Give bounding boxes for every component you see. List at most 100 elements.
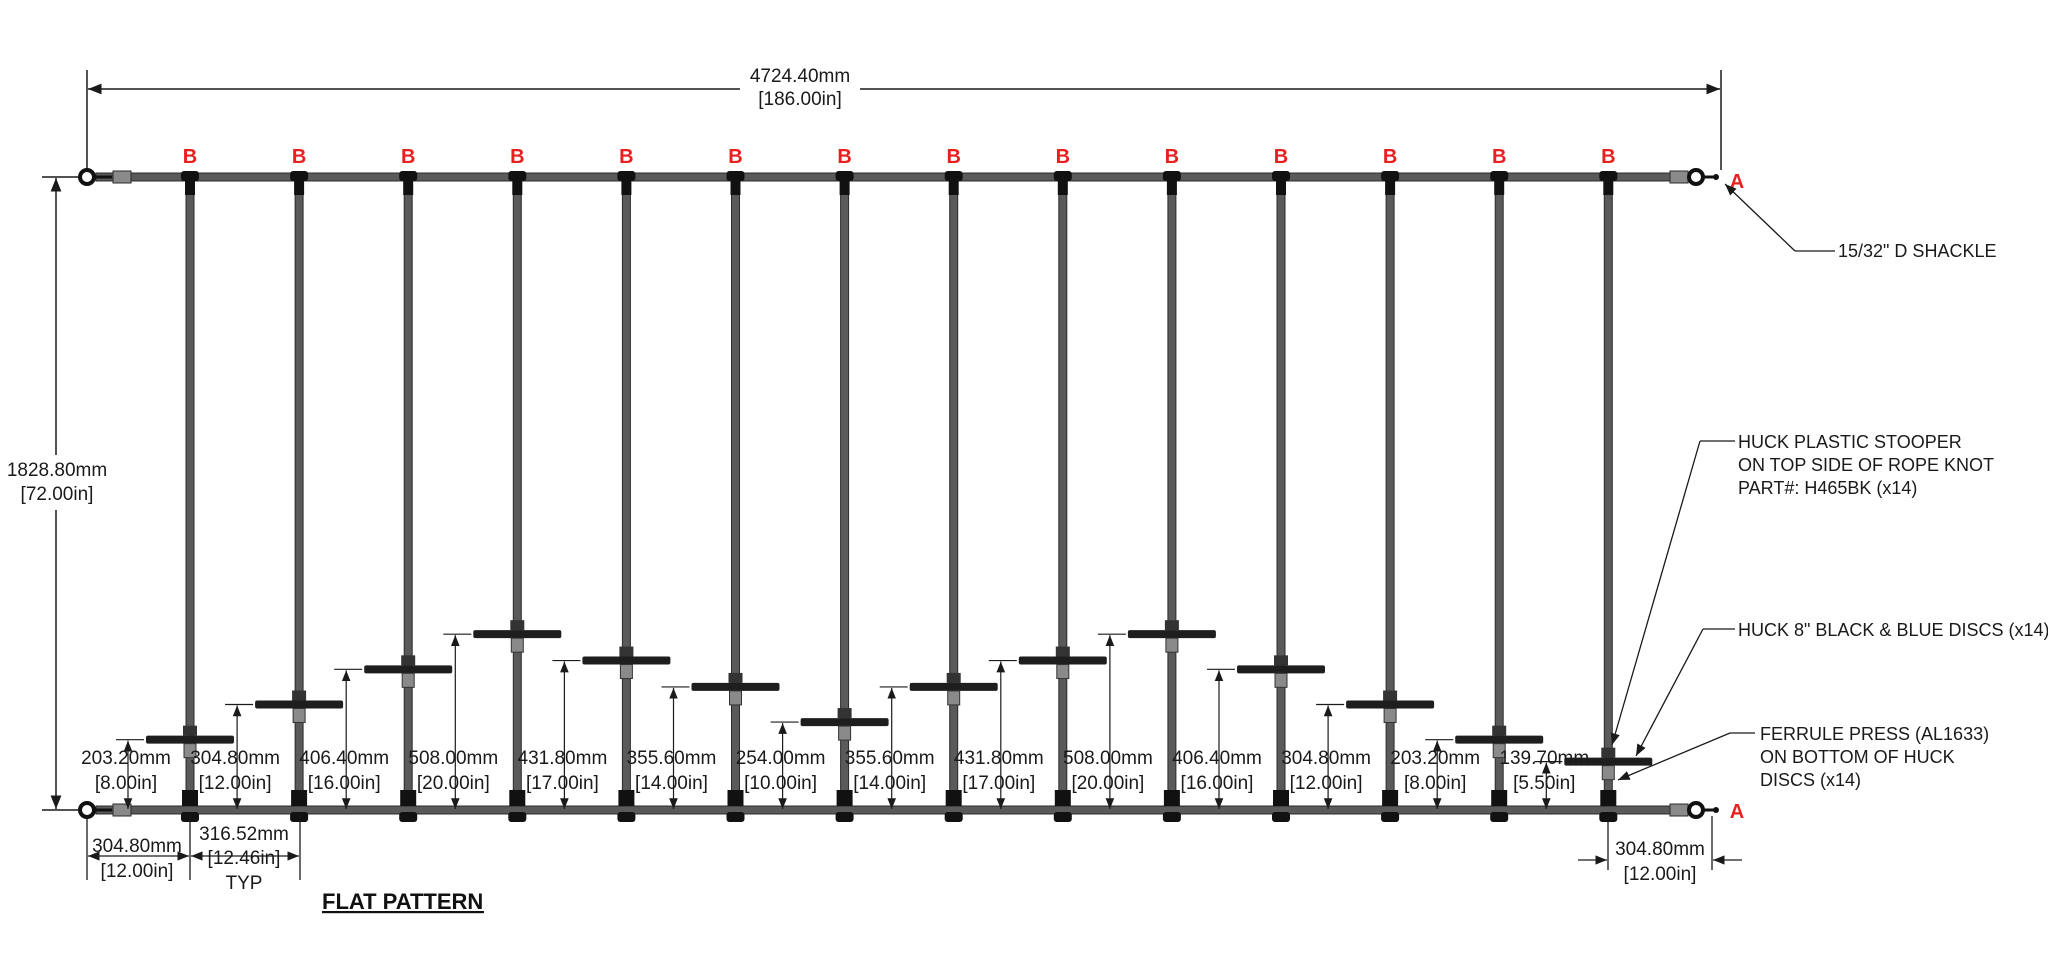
stooper-knot — [1055, 646, 1070, 657]
top-knot — [1162, 171, 1181, 181]
overall-width-dimension: 4724.40mm [186.00in] — [86, 66, 1722, 170]
drop-dim-mm: 431.80mm — [954, 748, 1044, 769]
stooper-callout-line2: ON TOP SIDE OF ROPE KNOT — [1738, 455, 1994, 475]
top-stooper — [512, 181, 523, 195]
stooper-knot — [1164, 620, 1179, 631]
discs-callout: HUCK 8" BLACK & BLUE DISCS (x14) — [1635, 620, 2048, 757]
left-offset-dimension: 304.80mm [12.00in] — [86, 816, 191, 882]
stooper-knot — [619, 646, 634, 657]
huck-disc — [582, 656, 671, 665]
drop-dim-mm: 508.00mm — [408, 748, 498, 769]
drop-rope — [621, 180, 631, 807]
bottom-knot — [1162, 812, 1181, 822]
drop-dim-mm: 431.80mm — [518, 748, 608, 769]
top-knot — [1381, 171, 1400, 181]
top-knot — [617, 171, 636, 181]
huck-disc — [1127, 630, 1216, 639]
huck-disc — [255, 700, 344, 709]
shackle-callout-text: 15/32" D SHACKLE — [1838, 241, 1996, 261]
stooper-knot — [1274, 655, 1288, 666]
top-knot — [508, 171, 527, 181]
marker-b: B — [1274, 146, 1288, 168]
marker-b: B — [837, 146, 851, 168]
drop-dim-mm: 355.60mm — [627, 748, 717, 769]
ferrule — [183, 743, 197, 759]
stooper-knot — [183, 725, 197, 736]
drop-dim-mm: 139.70mm — [1499, 748, 1589, 769]
drop-dim-in: [8.00in] — [95, 773, 157, 794]
ferrule — [1056, 664, 1070, 680]
top-stooper — [1494, 181, 1505, 195]
top-knot — [944, 171, 963, 181]
marker-b: B — [401, 146, 415, 168]
bottom-knot — [1490, 812, 1509, 822]
drop-dim-in: [17.00in] — [962, 773, 1035, 794]
drop-rope — [1603, 180, 1613, 807]
top-knot — [290, 171, 309, 181]
marker-b: B — [292, 146, 306, 168]
bottom-knot — [399, 812, 418, 822]
marker-b: B — [1383, 146, 1397, 168]
drop-dim-in: [12.00in] — [199, 773, 272, 794]
bottom-knot — [1381, 812, 1400, 822]
drop-dim-in: [17.00in] — [526, 773, 599, 794]
ferrule — [292, 708, 306, 723]
top-knot — [1272, 171, 1290, 181]
bottom-stooper — [1273, 790, 1289, 806]
bottom-knot — [1272, 812, 1290, 822]
stooper-knot — [946, 672, 961, 683]
drop-dim-in: [16.00in] — [1181, 773, 1254, 794]
bottom-stooper — [1600, 790, 1617, 806]
ferrule — [1274, 672, 1288, 688]
bottom-stooper — [1491, 790, 1508, 806]
drop-dim-in: [20.00in] — [1071, 773, 1144, 794]
huck-disc — [1455, 735, 1544, 744]
drop-rope — [1167, 180, 1177, 807]
stooper-callout-line1: HUCK PLASTIC STOOPER — [1738, 432, 1962, 452]
marker-b: B — [1601, 146, 1615, 168]
marker-b: B — [1056, 146, 1070, 168]
left-offset-in: [12.00in] — [101, 861, 174, 882]
drawing-title: FLAT PATTERN — [322, 889, 483, 914]
shackle-top-right — [1687, 168, 1719, 186]
drop-rope — [1494, 180, 1504, 807]
ferrule — [510, 637, 524, 653]
top-stooper — [948, 181, 959, 195]
top-stooper — [403, 181, 414, 195]
stooper-knot — [1492, 725, 1507, 736]
ferrule — [729, 690, 742, 706]
bottom-stooper — [291, 790, 308, 806]
drop-dim-in: [20.00in] — [417, 773, 490, 794]
bottom-stooper — [182, 790, 198, 806]
drop-dim-mm: 406.40mm — [299, 748, 389, 769]
stooper-knot — [728, 672, 743, 683]
marker-b: B — [510, 146, 524, 168]
right-offset-dimension: 304.80mm [12.00in] — [1578, 816, 1742, 885]
stooper-knot — [837, 708, 852, 719]
drop-rope — [403, 180, 413, 807]
spacing-dimension: 316.52mm [12.46in] TYP — [191, 816, 301, 894]
bottom-knot — [290, 812, 309, 822]
ferrule-callout: FERRULE PRESS (AL1633) ON BOTTOM OF HUCK… — [1617, 724, 1989, 790]
top-knot — [1053, 171, 1072, 181]
drop-dim-mm: 508.00mm — [1063, 748, 1153, 769]
bottom-stooper — [1054, 790, 1071, 806]
huck-disc — [473, 630, 562, 639]
stooper-callout: HUCK PLASTIC STOOPER ON TOP SIDE OF ROPE… — [1610, 432, 1994, 746]
top-knot — [399, 171, 418, 181]
drop-rope — [949, 180, 959, 807]
top-stooper — [1057, 181, 1068, 195]
ferrule — [401, 672, 415, 688]
huck-disc — [1237, 665, 1325, 674]
drop-dim-in: [14.00in] — [853, 773, 926, 794]
drop-dim-mm: 304.80mm — [1281, 748, 1371, 769]
stooper-knot — [401, 655, 416, 666]
drop-dim-mm: 203.20mm — [81, 748, 171, 769]
drop-dim-in: [10.00in] — [744, 773, 817, 794]
bottom-stooper — [836, 790, 853, 806]
drop-dim-in: [14.00in] — [635, 773, 708, 794]
top-stooper — [294, 181, 305, 195]
top-stooper — [185, 181, 195, 195]
stooper-knot — [510, 620, 525, 631]
